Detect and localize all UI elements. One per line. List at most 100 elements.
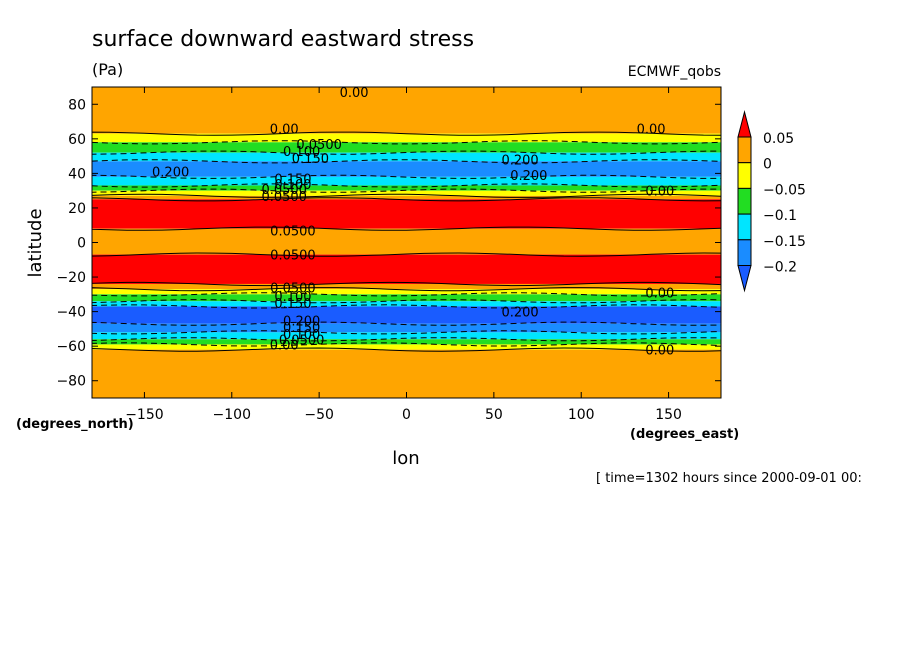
contour-band-14 <box>92 294 721 302</box>
chart-units: (Pa) <box>92 60 123 79</box>
x-tick-label-4: 50 <box>485 407 503 423</box>
y-axis-label: latitude <box>25 208 46 277</box>
contour-line-2 <box>91 150 722 155</box>
contour-band-13 <box>92 289 721 295</box>
contour-line-15 <box>91 304 722 309</box>
contour-label-10: 0.100 <box>274 178 311 193</box>
contour-label-17: 0.00 <box>645 287 674 302</box>
contour-label-23: 0.100 <box>283 328 320 343</box>
dataset-label: ECMWF_qobs <box>628 64 721 80</box>
contour-line-12 <box>91 287 722 292</box>
contour-band-16 <box>92 306 721 324</box>
contour-label-9: 0.150 <box>274 173 311 188</box>
contour-line-10 <box>91 252 722 257</box>
colorbar-label-3: −0.1 <box>763 208 797 224</box>
contour-band-17 <box>92 323 721 333</box>
contour-band-10 <box>92 228 721 255</box>
y-tick-label-6: −40 <box>56 305 86 321</box>
contour-label-18: 0.100 <box>274 290 311 305</box>
y-tick-label-5: −20 <box>56 270 86 286</box>
contour-label-1: 0.00 <box>270 122 299 137</box>
x-axis-units: (degrees_east) <box>630 427 739 442</box>
contour-band-4 <box>92 161 721 177</box>
y-tick-label-2: 40 <box>68 166 86 182</box>
contour-lines <box>91 131 722 352</box>
contour-line-7 <box>91 193 722 198</box>
contour-label-15: 0.0500 <box>270 249 316 264</box>
contour-label-6: 0.200 <box>501 154 538 169</box>
contour-band-2 <box>92 142 721 153</box>
contour-label-24: 0.0500 <box>279 333 325 348</box>
colorbar-arrow-bottom <box>737 265 752 293</box>
contour-line-3 <box>91 159 722 164</box>
colorbar-label-1: 0 <box>763 157 772 173</box>
contour-band-12 <box>92 283 721 290</box>
contour-line-11 <box>91 281 722 287</box>
contour-label-11: 0.0500 <box>261 183 307 198</box>
x-axis: −150 −100 −50 0 50 100 150 <box>125 87 682 423</box>
contour-band-18 <box>92 332 721 340</box>
contour-line-13 <box>91 292 722 297</box>
contour-line-9 <box>91 226 722 231</box>
colorbar-swatch-1 <box>737 162 752 189</box>
y-tick-label-8: −80 <box>56 374 86 390</box>
y-tick-label-0: 80 <box>68 97 86 113</box>
contour-label-4: 0.100 <box>283 145 320 160</box>
contour-label-2: 0.00 <box>637 122 666 137</box>
contour-label-26: 0.00 <box>645 344 674 359</box>
contour-line-6 <box>91 188 721 193</box>
contour-label-25: 0.00 <box>270 338 299 353</box>
contour-band-1 <box>92 133 721 143</box>
contour-label-5: 0.150 <box>292 152 329 167</box>
contour-band-3 <box>92 152 721 162</box>
contour-label-19: 0.150 <box>274 297 311 312</box>
contour-line-14 <box>91 299 722 304</box>
contour-label-14: 0.0500 <box>270 224 316 239</box>
y-tick-label-7: −60 <box>56 339 86 355</box>
contour-line-0 <box>91 131 722 136</box>
contour-band-11 <box>92 254 721 284</box>
contour-band-7 <box>92 190 721 196</box>
x-axis-label: lon <box>392 448 419 469</box>
colorbar-swatch-3 <box>737 213 752 241</box>
contour-line-19 <box>91 342 722 347</box>
y-tick-label-1: 60 <box>68 132 86 148</box>
colorbar: 0.05 0 −0.05 −0.1 −0.15 −0.2 <box>737 110 806 293</box>
contour-fill-bands <box>92 87 721 398</box>
contour-line-1 <box>91 140 722 145</box>
colorbar-arrow-top <box>737 110 752 138</box>
y-axis: 80 60 40 20 0 −20 −40 −60 −80 <box>56 97 721 390</box>
contour-band-19 <box>92 339 721 345</box>
contour-band-0 <box>92 87 721 134</box>
x-tick-label-6: 150 <box>655 407 682 423</box>
contour-line-5 <box>91 183 722 188</box>
contour-label-7: 0.200 <box>152 166 189 181</box>
colorbar-label-5: −0.2 <box>763 260 797 276</box>
y-axis-units: (degrees_north) <box>16 417 134 432</box>
colorbar-swatch-0 <box>737 136 752 164</box>
contour-band-9 <box>92 199 721 229</box>
contour-line-18 <box>91 337 722 342</box>
contour-label-0: 0.00 <box>340 86 369 101</box>
contour-label-20: 0.200 <box>501 306 538 321</box>
contour-line-8 <box>91 197 722 202</box>
y-tick-label-3: 20 <box>68 201 86 217</box>
colorbar-swatch-4 <box>737 239 752 267</box>
contour-label-21: 0.200 <box>283 314 320 329</box>
x-tick-label-2: −50 <box>304 407 334 423</box>
contour-band-20 <box>92 344 721 350</box>
contour-line-4 <box>91 174 721 179</box>
contour-label-12: 0.00 <box>645 185 674 200</box>
contour-line-16 <box>91 321 722 326</box>
colorbar-label-0: 0.05 <box>763 131 794 147</box>
contour-line-17 <box>91 330 722 335</box>
colorbar-label-4: −0.15 <box>763 234 806 250</box>
time-label: [ time=1302 hours since 2000-09-01 00: <box>596 471 862 486</box>
colorbar-swatch-2 <box>737 187 752 215</box>
x-tick-label-5: 100 <box>568 407 595 423</box>
colorbar-label-2: −0.05 <box>763 182 806 198</box>
chart-title: surface downward eastward stress <box>92 27 474 52</box>
contour-band-5 <box>92 176 721 186</box>
